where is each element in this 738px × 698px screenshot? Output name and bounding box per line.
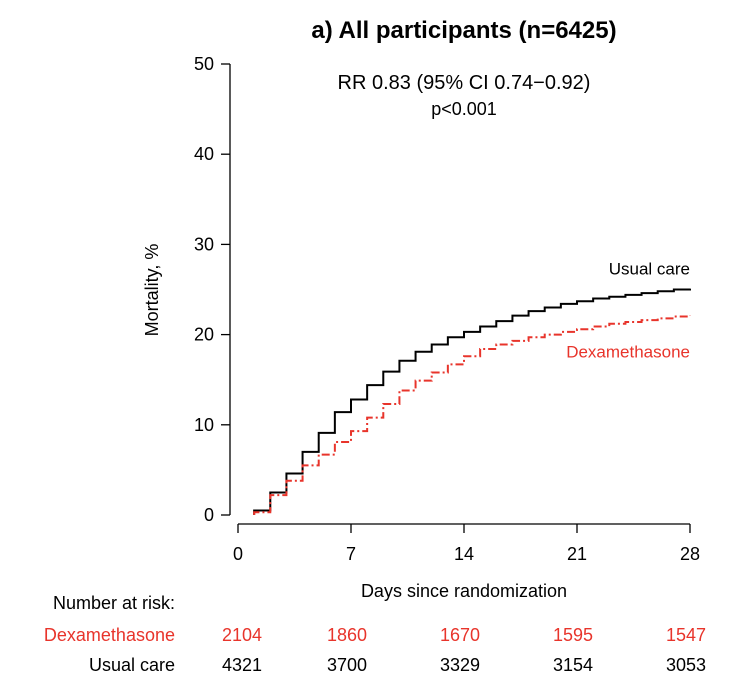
y-tick-label: 40 xyxy=(194,144,214,164)
risk-row-label-usual-care: Usual care xyxy=(89,655,175,675)
series-label-usual-care: Usual care xyxy=(609,260,690,279)
risk-value-dexamethasone: 1547 xyxy=(666,625,706,645)
risk-value-usual-care: 3700 xyxy=(327,655,367,675)
risk-value-dexamethasone: 2104 xyxy=(222,625,262,645)
risk-value-usual-care: 3053 xyxy=(666,655,706,675)
chart-title: a) All participants (n=6425) xyxy=(311,17,616,44)
series-line-usual-care xyxy=(253,288,691,515)
x-tick-label: 14 xyxy=(454,544,474,564)
risk-value-usual-care: 4321 xyxy=(222,655,262,675)
risk-value-dexamethasone: 1595 xyxy=(553,625,593,645)
x-tick-label: 21 xyxy=(567,544,587,564)
y-tick-label: 10 xyxy=(194,415,214,435)
risk-value-dexamethasone: 1670 xyxy=(440,625,480,645)
number-at-risk-heading: Number at risk: xyxy=(53,593,175,613)
y-axis-label: Mortality, % xyxy=(142,244,162,337)
risk-value-usual-care: 3154 xyxy=(553,655,593,675)
series-label-dexamethasone: Dexamethasone xyxy=(566,343,690,362)
rr-annotation: RR 0.83 (95% CI 0.74−0.92) xyxy=(338,72,591,94)
y-tick-label: 50 xyxy=(194,54,214,74)
x-tick-label: 7 xyxy=(346,544,356,564)
p-value-annotation: p<0.001 xyxy=(431,99,497,119)
y-tick-label: 20 xyxy=(194,325,214,345)
y-tick-label: 30 xyxy=(194,234,214,254)
y-tick-label: 0 xyxy=(204,505,214,525)
risk-value-usual-care: 3329 xyxy=(440,655,480,675)
x-tick-label: 28 xyxy=(680,544,700,564)
x-axis-label: Days since randomization xyxy=(361,581,567,601)
risk-row-label-dexamethasone: Dexamethasone xyxy=(44,625,175,645)
x-tick-label: 0 xyxy=(233,544,243,564)
risk-value-dexamethasone: 1860 xyxy=(327,625,367,645)
